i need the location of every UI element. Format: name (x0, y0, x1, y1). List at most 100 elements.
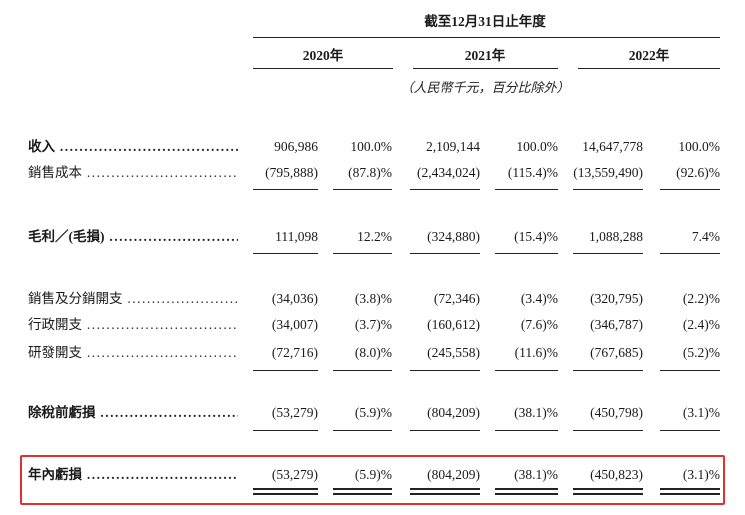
total-double-rule (573, 493, 643, 495)
year-2021: 2021年 (464, 48, 506, 63)
year-2022: 2022年 (628, 48, 670, 63)
table-cell: (15.4)% (514, 229, 558, 244)
leader-dots: ........................................ (100, 405, 238, 420)
subtotal-rule (410, 430, 480, 431)
table-cell: (2.4)% (682, 317, 720, 332)
total-double-rule (660, 488, 720, 490)
table-cell: (38.1)% (514, 405, 558, 420)
table-cell: (450,823) (590, 467, 643, 482)
table-cell: (34,007) (271, 317, 318, 332)
table-cell: (767,685) (590, 345, 643, 360)
subtotal-rule (573, 430, 643, 431)
table-cell: 100.0% (350, 139, 392, 154)
row-label-text: 毛利／(毛損) (28, 229, 105, 244)
table-cell: (7.6)% (520, 317, 558, 332)
year-2021-rule (413, 68, 558, 69)
table-cell: 906,986 (274, 139, 318, 154)
leader-dots: ........................................ (55, 139, 238, 154)
row-label: 行政開支 ...................................… (28, 317, 238, 333)
total-double-rule (660, 493, 720, 495)
subtotal-rule (333, 370, 392, 371)
table-cell: 1,088,288 (589, 229, 643, 244)
leader-dots: ........................................ (86, 317, 238, 332)
row-label: 銷售成本 ...................................… (28, 165, 238, 181)
total-double-rule (410, 493, 480, 495)
subtotal-rule (495, 189, 558, 190)
year-2020: 2020年 (302, 48, 344, 63)
table-cell: (346,787) (590, 317, 643, 332)
table-cell: (2.2)% (682, 291, 720, 306)
leader-dots: ........................................ (86, 345, 238, 360)
table-cell: (72,716) (271, 345, 318, 360)
row-label-text: 行政開支 (28, 317, 82, 332)
row-label: 毛利／(毛損) ................................… (28, 229, 238, 245)
leader-dots: ........................................ (127, 291, 238, 306)
subtotal-rule (660, 189, 720, 190)
row-label-text: 年內虧損 (28, 467, 82, 482)
table-cell: (3.1)% (682, 405, 720, 420)
table-cell: (245,558) (427, 345, 480, 360)
row-label: 研發開支 ...................................… (28, 345, 238, 361)
table-cell: (320,795) (590, 291, 643, 306)
subtotal-rule (253, 253, 318, 254)
table-cell: (160,612) (427, 317, 480, 332)
table-cell: 12.2% (357, 229, 392, 244)
table-cell: (8.0)% (354, 345, 392, 360)
total-double-rule (253, 488, 318, 490)
leader-dots: ........................................ (109, 229, 238, 244)
table-cell: (450,798) (590, 405, 643, 420)
subtotal-rule (333, 430, 392, 431)
table-cell: (5.9)% (354, 405, 392, 420)
subtotal-rule (660, 253, 720, 254)
highlight-box-year-loss (20, 455, 725, 505)
leader-dots: ........................................ (86, 467, 238, 482)
row-label-text: 銷售成本 (28, 165, 82, 180)
table-cell: 111,098 (275, 229, 318, 244)
subtotal-rule (253, 370, 318, 371)
row-label: 收入 .....................................… (28, 139, 238, 155)
table-cell: (72,346) (433, 291, 480, 306)
total-double-rule (495, 493, 558, 495)
table-cell: (795,888) (265, 165, 318, 180)
header-rule (253, 37, 720, 38)
row-label-text: 收入 (28, 139, 55, 154)
table-cell: 100.0% (678, 139, 720, 154)
total-double-rule (495, 488, 558, 490)
subtotal-rule (253, 430, 318, 431)
table-cell: 14,647,778 (582, 139, 643, 154)
subtotal-rule (495, 430, 558, 431)
subtotal-rule (410, 253, 480, 254)
table-cell: (13,559,490) (573, 165, 643, 180)
table-cell: 100.0% (516, 139, 558, 154)
subtotal-rule (333, 253, 392, 254)
table-cell: (3.7)% (354, 317, 392, 332)
row-label-text: 研發開支 (28, 345, 82, 360)
table-cell: (5.9)% (354, 467, 392, 482)
table-cell: (38.1)% (514, 467, 558, 482)
subtotal-rule (573, 370, 643, 371)
subtotal-rule (660, 430, 720, 431)
table-cell: (3.8)% (354, 291, 392, 306)
period-title: 截至12月31日止年度 (424, 14, 546, 29)
table-cell: (804,209) (427, 405, 480, 420)
table-cell: (324,880) (427, 229, 480, 244)
table-cell: (87.8)% (348, 165, 392, 180)
year-2022-rule (578, 68, 720, 69)
subtotal-rule (573, 189, 643, 190)
year-2020-rule (253, 68, 393, 69)
table-cell: (3.4)% (520, 291, 558, 306)
row-label: 除稅前虧損 ..................................… (28, 405, 238, 421)
subtotal-rule (253, 189, 318, 190)
table-cell: (34,036) (271, 291, 318, 306)
subtotal-rule (660, 370, 720, 371)
table-cell: (2,434,024) (417, 165, 480, 180)
total-double-rule (333, 493, 392, 495)
row-label: 銷售及分銷開支 ................................… (28, 291, 238, 307)
table-cell: (53,279) (271, 467, 318, 482)
table-cell: (115.4)% (507, 165, 558, 180)
row-label-text: 銷售及分銷開支 (28, 291, 123, 306)
table-cell: (804,209) (427, 467, 480, 482)
subtotal-rule (573, 253, 643, 254)
total-double-rule (573, 488, 643, 490)
table-cell: 2,109,144 (426, 139, 480, 154)
